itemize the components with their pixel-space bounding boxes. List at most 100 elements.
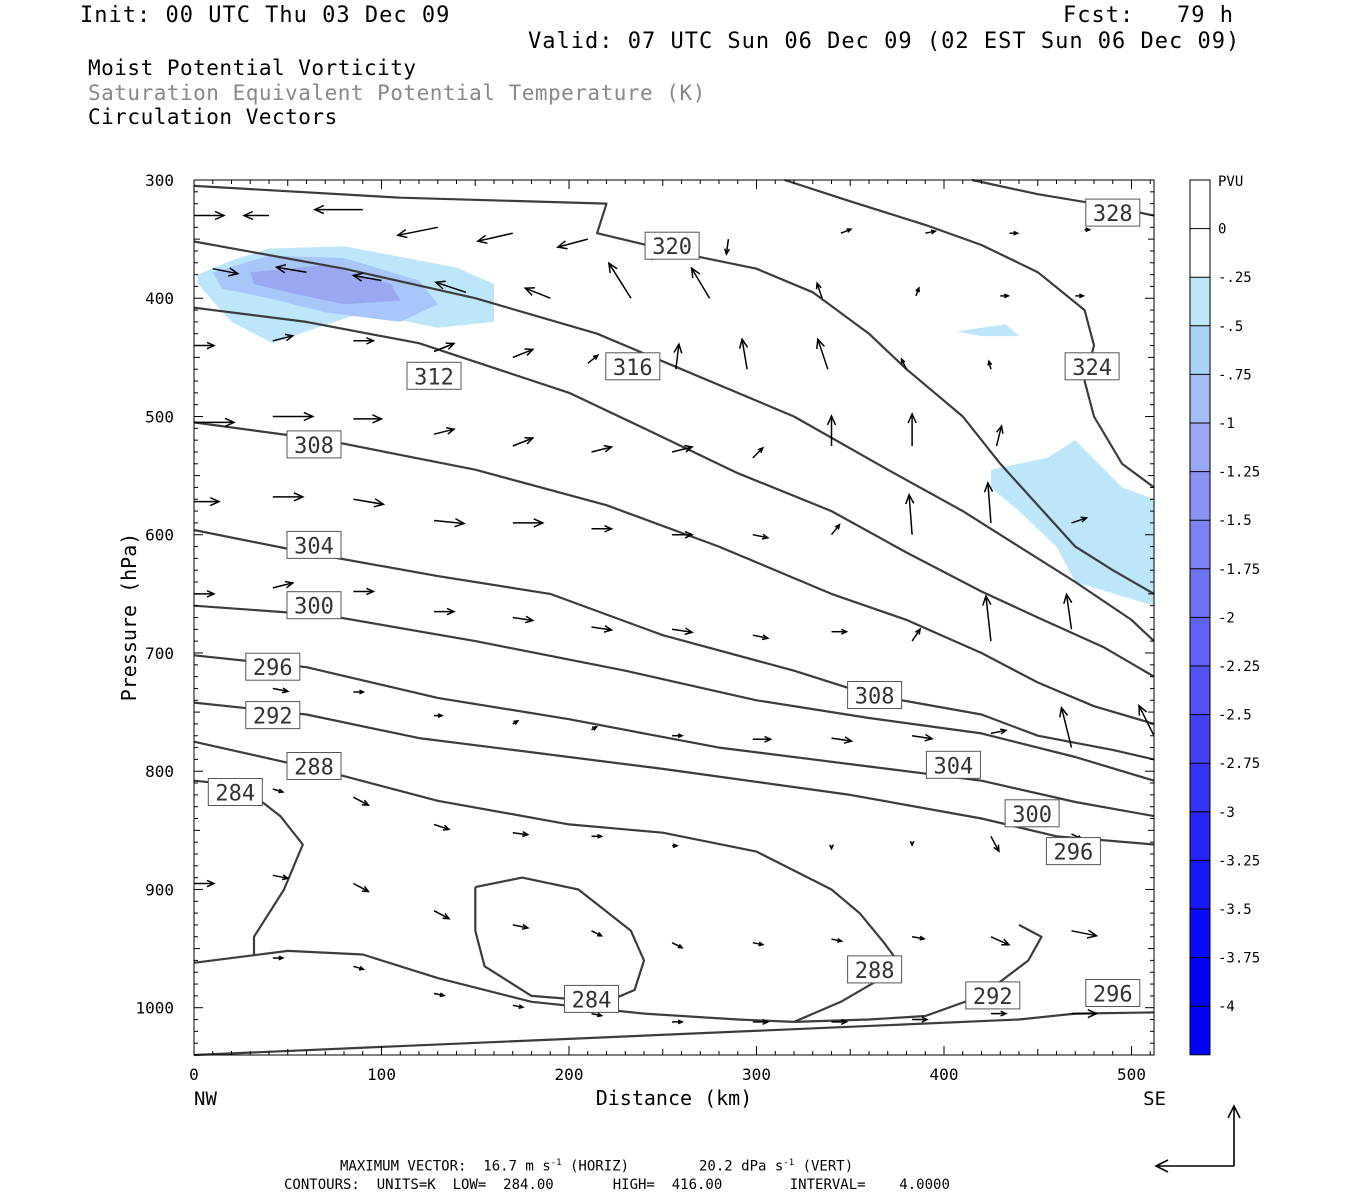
circulation-vector bbox=[512, 923, 530, 930]
circulation-vector bbox=[212, 267, 240, 277]
theta-contour-292-3 bbox=[193, 701, 1155, 846]
contour-label-layer: 2842842882882922922962962963003003043043… bbox=[207, 198, 1141, 1013]
colorbar-label: -3.5 bbox=[1218, 902, 1252, 918]
circulation-vector bbox=[591, 833, 604, 839]
circulation-vector bbox=[671, 444, 694, 453]
circulation-vector bbox=[911, 627, 922, 642]
contour-label: 292 bbox=[245, 701, 301, 730]
x-axis-label: Distance (km) bbox=[596, 1086, 753, 1110]
se-end-label: SE bbox=[1143, 1088, 1166, 1110]
colorbar-cell bbox=[1190, 763, 1210, 812]
field-title-pv: Moist Potential Vorticity bbox=[88, 56, 417, 80]
contour-label: 316 bbox=[605, 352, 661, 381]
circulation-vector bbox=[911, 733, 934, 742]
contour-label-text: 300 bbox=[1012, 803, 1052, 828]
circulation-vector bbox=[591, 1012, 604, 1018]
circulation-vector bbox=[512, 348, 535, 359]
colorbar-cell bbox=[1190, 277, 1210, 326]
y-axis-label: Pressure (hPa) bbox=[117, 533, 141, 702]
circulation-vector bbox=[690, 266, 711, 299]
y-tick-label: 500 bbox=[145, 407, 174, 426]
circulation-vector bbox=[433, 910, 451, 920]
circulation-vector bbox=[1059, 705, 1073, 748]
colorbar-cell bbox=[1190, 180, 1210, 229]
contour-label: 320 bbox=[644, 231, 700, 260]
circulation-vector bbox=[433, 992, 446, 998]
colorbar-label: -.75 bbox=[1218, 367, 1252, 383]
valid-time: Valid: 07 UTC Sun 06 Dec 09 (02 EST Sun … bbox=[528, 29, 1241, 54]
forecast-hour: Fcst: 79 h bbox=[1063, 3, 1234, 28]
circulation-vector bbox=[353, 882, 371, 893]
circulation-vector bbox=[995, 424, 1004, 447]
circulation-vector bbox=[915, 286, 920, 297]
contour-label-text: 284 bbox=[215, 782, 255, 807]
circulation-vector bbox=[831, 736, 854, 744]
contour-label: 328 bbox=[1085, 198, 1141, 227]
y-tick-label: 900 bbox=[145, 880, 174, 899]
circulation-vector bbox=[587, 354, 600, 364]
circulation-vector bbox=[990, 1010, 1008, 1017]
x-tick-label: 0 bbox=[189, 1065, 199, 1084]
theta-contour-324-13 bbox=[784, 178, 1155, 489]
circulation-vector bbox=[1084, 227, 1092, 233]
circulation-vector bbox=[433, 427, 456, 435]
field-title-vectors: Circulation Vectors bbox=[88, 105, 338, 129]
circulation-vector bbox=[272, 333, 295, 342]
contour-label-text: 288 bbox=[855, 959, 895, 984]
circulation-vector bbox=[815, 281, 823, 299]
circulation-vector bbox=[900, 357, 908, 370]
x-tick-label: 300 bbox=[742, 1065, 771, 1084]
contour-label-text: 304 bbox=[294, 534, 334, 559]
y-tick-label: 700 bbox=[145, 644, 174, 663]
colorbar-label: -1.5 bbox=[1218, 513, 1252, 529]
y-tick-label: 300 bbox=[145, 171, 174, 190]
colorbar-label: -1 bbox=[1218, 416, 1235, 432]
contour-label: 296 bbox=[1085, 979, 1141, 1008]
circulation-vector bbox=[983, 481, 994, 523]
circulation-vector bbox=[512, 830, 530, 838]
contour-label: 288 bbox=[286, 752, 342, 781]
contour-label: 292 bbox=[965, 981, 1021, 1010]
circulation-vector bbox=[752, 941, 765, 947]
circulation-vector bbox=[353, 337, 376, 345]
circulation-vector bbox=[396, 226, 438, 239]
circulation-vector bbox=[433, 517, 466, 528]
circulation-vector bbox=[512, 518, 545, 528]
contour-label: 284 bbox=[207, 778, 263, 807]
circulation-vector bbox=[434, 713, 444, 719]
colorbar-cell bbox=[1190, 617, 1210, 666]
circulation-vector bbox=[990, 936, 1011, 946]
reference-vector-arrows bbox=[1154, 1104, 1241, 1173]
colorbar-cell bbox=[1190, 1006, 1210, 1055]
circulation-vector bbox=[1009, 230, 1020, 236]
circulation-vector bbox=[434, 280, 467, 294]
theta-contour-296-5 bbox=[193, 654, 1155, 818]
contour-label-text: 288 bbox=[294, 756, 334, 781]
colorbar-cell bbox=[1190, 423, 1210, 472]
contour-label-text: 296 bbox=[1054, 841, 1094, 866]
y-tick-label: 400 bbox=[145, 289, 174, 308]
colorbar-cell bbox=[1190, 568, 1210, 618]
colorbar-cell bbox=[1190, 471, 1210, 521]
x-tick-label: 200 bbox=[555, 1065, 584, 1084]
colorbar-label: -2.25 bbox=[1218, 659, 1260, 675]
contour-label-text: 324 bbox=[1072, 356, 1112, 381]
colorbar-label: -3 bbox=[1218, 805, 1235, 821]
circulation-vector bbox=[194, 497, 221, 507]
colorbar-label: -2 bbox=[1218, 610, 1235, 626]
circulation-vector bbox=[272, 874, 290, 881]
colorbar-cell bbox=[1190, 228, 1210, 278]
theta-contour-296-6 bbox=[193, 1011, 1155, 1057]
circulation-vector bbox=[433, 823, 451, 831]
theta-contour-316-11 bbox=[193, 240, 1155, 642]
circulation-vector bbox=[351, 272, 382, 282]
contour-label: 312 bbox=[406, 361, 462, 390]
circulation-vector bbox=[831, 628, 849, 635]
circulation-vector bbox=[752, 634, 770, 641]
colorbar-cell bbox=[1190, 957, 1210, 1007]
circulation-vector bbox=[672, 530, 694, 539]
colorbar-cell bbox=[1190, 374, 1210, 423]
colorbar: PVU 0 -.25 -.5 -.75 -1 -1.25 -1.5 -1.75 -2 -2.25 -2… bbox=[1189, 174, 1260, 1056]
contour-label: 284 bbox=[564, 984, 619, 1013]
contour-label: 288 bbox=[847, 955, 903, 984]
